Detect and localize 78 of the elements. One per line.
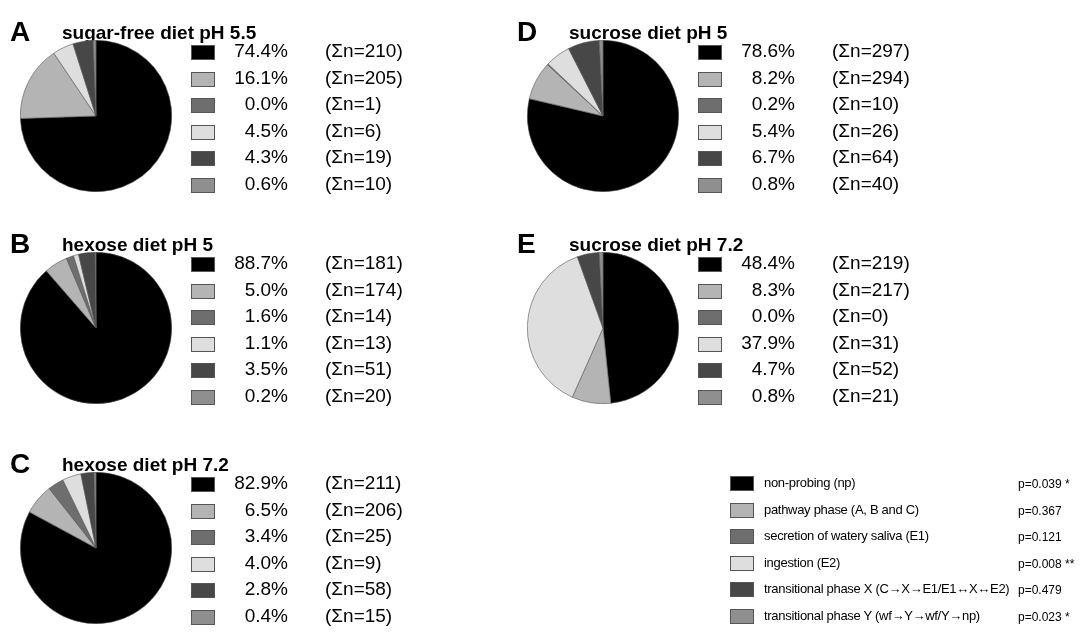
text: p=0.023 * — [1018, 608, 1070, 626]
text: (Σn=9) — [325, 550, 382, 575]
legend-label: 16.1% — [233, 65, 288, 90]
legend-label: 8.2% — [750, 65, 795, 90]
category-label: secretion of watery saliva (E1) — [764, 527, 929, 545]
legend-label: 2.8% — [243, 577, 288, 601]
legend-label: 5.0% — [243, 277, 288, 302]
text: (Σn=297) — [832, 39, 910, 63]
text: (Σn=10) — [832, 92, 900, 116]
legend-label: 0.8% — [750, 171, 795, 196]
text: p=0.039 * — [1018, 476, 1070, 493]
text: (Σn=52) — [832, 357, 900, 381]
text: (Σn=294) — [832, 65, 910, 90]
chart-title: E — [517, 228, 536, 260]
text: (Σn=10) — [325, 171, 393, 196]
chart-subtitle: sucrose diet pH 5 — [569, 21, 728, 45]
text: (Σn=40) — [832, 171, 900, 196]
legend-label: 0.6% — [243, 171, 288, 196]
text: (Σn=181) — [325, 251, 403, 275]
legend-label: 3.4% — [243, 524, 288, 548]
chart-subtitle: hexose diet pH 5 — [62, 233, 213, 257]
text: (Σn=15) — [325, 603, 393, 628]
chart-subtitle: hexose diet pH 7.2 — [62, 453, 229, 477]
text: (Σn=210) — [325, 39, 403, 63]
text: p=0.479 — [1018, 582, 1062, 599]
text: (Σn=14) — [325, 304, 393, 328]
chart-title: D — [517, 16, 538, 48]
text: (Σn=25) — [325, 524, 393, 548]
chart-title: A — [10, 16, 31, 48]
chart-title: C — [10, 448, 31, 480]
legend-label: 4.0% — [243, 550, 288, 575]
category-label: pathway phase (A, B and C) — [764, 500, 919, 519]
text: (Σn=219) — [832, 251, 910, 275]
legend-label: 4.5% — [243, 118, 288, 143]
category-label: ingestion (E2) — [764, 553, 841, 572]
text: (Σn=19) — [325, 145, 393, 169]
category-label: transitional phase X (C→X→E1/E1↔X↔E2) — [764, 580, 1010, 598]
legend-label: 8.3% — [750, 277, 795, 302]
text: (Σn=26) — [832, 118, 900, 143]
text: (Σn=20) — [325, 383, 393, 408]
legend-label: 0.2% — [243, 383, 288, 408]
legend-label: 3.5% — [243, 357, 288, 381]
chart-title: B — [10, 228, 31, 260]
legend-label: 5.4% — [750, 118, 795, 143]
text: p=0.367 — [1018, 502, 1062, 520]
category-label: transitional phase Y (wf→Y→wf/Y→np) — [764, 606, 980, 625]
legend-label: 4.7% — [750, 357, 795, 381]
text: (Σn=0) — [832, 304, 889, 328]
category-label: non-probing (np) — [764, 474, 856, 492]
text: p=0.008 ** — [1018, 555, 1075, 573]
text: (Σn=31) — [832, 330, 900, 355]
text: (Σn=174) — [325, 277, 403, 302]
legend-label: 0.0% — [243, 92, 288, 116]
text: (Σn=217) — [832, 277, 910, 302]
text: (Σn=58) — [325, 577, 393, 601]
text: (Σn=6) — [325, 118, 382, 143]
legend-label: 37.9% — [740, 330, 795, 355]
legend-label: 0.2% — [750, 92, 795, 116]
legend-label: 0.0% — [750, 304, 795, 328]
text: p=0.121 — [1018, 529, 1062, 546]
legend-label: 6.5% — [243, 497, 288, 522]
text: (Σn=51) — [325, 357, 393, 381]
legend-label: 1.6% — [243, 304, 288, 328]
text: (Σn=205) — [325, 65, 403, 90]
legend-label: 82.9% — [234, 472, 288, 493]
text: (Σn=211) — [325, 471, 402, 495]
text: (Σn=64) — [832, 145, 900, 169]
text: (Σn=13) — [325, 330, 393, 355]
text: (Σn=1) — [325, 92, 382, 116]
text: (Σn=206) — [325, 497, 403, 522]
legend-label: 1.1% — [243, 330, 288, 355]
legend-label: 78.6% — [741, 40, 795, 61]
legend-label: 0.4% — [243, 603, 288, 628]
legend-label: 6.7% — [750, 145, 795, 169]
legend-label: 4.3% — [243, 145, 288, 169]
legend-label: 88.7% — [233, 251, 288, 275]
text: (Σn=21) — [832, 383, 900, 408]
legend-label: 0.8% — [750, 383, 795, 408]
